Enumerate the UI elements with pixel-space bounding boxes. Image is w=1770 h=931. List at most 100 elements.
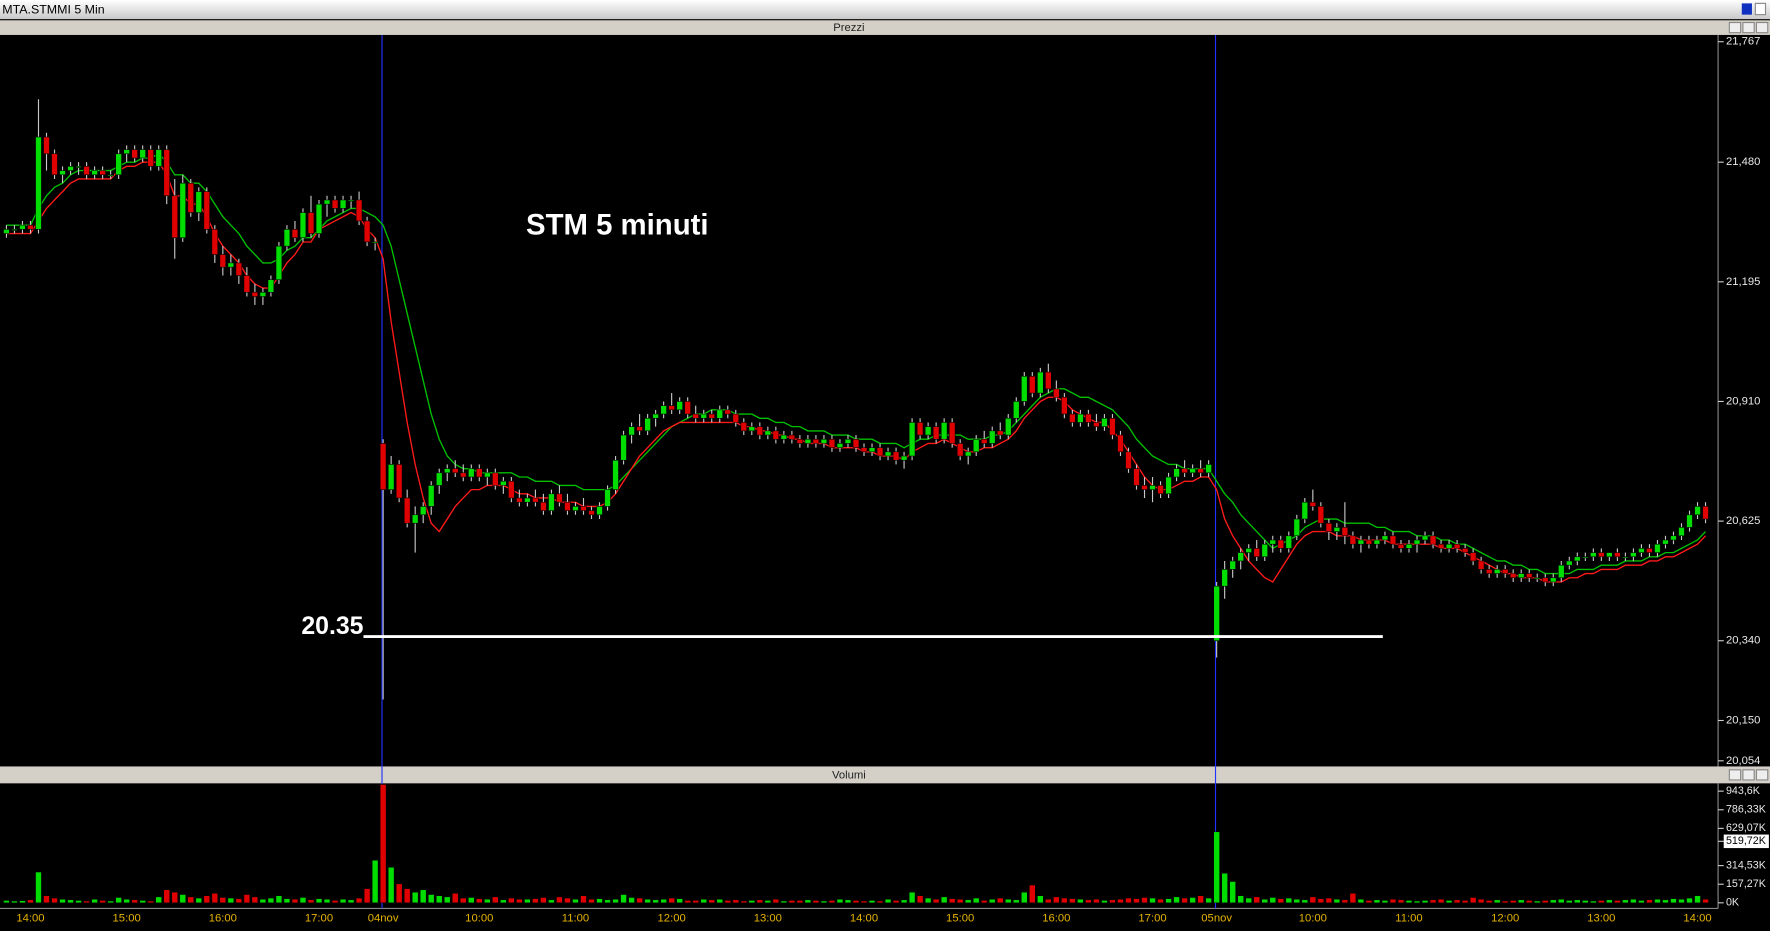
volume-bar (1325, 897, 1333, 904)
candle-body (972, 438, 980, 453)
volume-bar (1293, 899, 1300, 904)
candle-body (676, 401, 683, 411)
volume-bar (1109, 899, 1116, 904)
candle-body (123, 149, 130, 155)
volume-bar (1053, 896, 1060, 904)
volume-bar (1622, 899, 1629, 904)
panel-button[interactable] (1755, 769, 1769, 781)
y-tick-label: 0K (1726, 897, 1740, 909)
volume-bar (916, 895, 924, 904)
volume-bar (1309, 896, 1316, 904)
volume-bar (812, 900, 820, 904)
candle-body (1173, 468, 1180, 478)
volume-bar (179, 894, 186, 904)
volume-bar (363, 888, 371, 904)
x-tick-label: 15:00 (113, 913, 141, 925)
y-tick-label: 21,195 (1726, 276, 1760, 288)
window-button[interactable] (1754, 2, 1767, 16)
candle-body (395, 464, 403, 499)
candle-body (235, 262, 243, 276)
volume-bar (1574, 899, 1581, 904)
volume-bar (1205, 897, 1212, 904)
window-icon[interactable] (1741, 3, 1752, 15)
last-value-label: 519,72K (1726, 835, 1767, 847)
candle-body (1598, 552, 1605, 558)
volume-bar (83, 900, 90, 904)
candle-body (876, 447, 884, 457)
candle-body (884, 451, 892, 457)
volume-bar (1061, 897, 1068, 904)
candle-body (908, 422, 916, 457)
volume-bar (1598, 900, 1605, 904)
candle-body (1221, 569, 1228, 587)
volume-bar (524, 899, 531, 904)
volume-bar (315, 898, 323, 904)
candle-body (1558, 564, 1565, 579)
candle-body (1277, 539, 1284, 549)
x-tick-label: 10:00 (465, 913, 493, 925)
candle-body (371, 241, 379, 244)
volume-bar (379, 784, 387, 904)
candle-body (1517, 573, 1525, 579)
candle-body (1013, 401, 1020, 419)
volume-bar (27, 899, 34, 904)
volume-bar (1165, 898, 1172, 904)
candle-body (1373, 539, 1381, 545)
candle-body (981, 438, 988, 444)
volume-bar (540, 897, 547, 904)
volume-bar (860, 900, 868, 904)
volume-bar (1429, 899, 1437, 904)
candle-body (259, 292, 267, 297)
candle-body (1550, 577, 1557, 583)
x-tick-label: 10:00 (1299, 913, 1327, 925)
volume-bar (1469, 897, 1477, 904)
volume-bar (283, 898, 291, 904)
candle-body (1325, 522, 1333, 532)
candle-body (1237, 552, 1244, 562)
candle-body (604, 489, 611, 507)
candle-body (820, 438, 828, 444)
candle-body (339, 199, 347, 209)
support-label: 20.35 (301, 613, 363, 640)
candle-body (1317, 506, 1325, 524)
volume-bar (588, 899, 595, 904)
volume-bar (1686, 897, 1693, 904)
candle-body (700, 413, 707, 419)
volume-bar (11, 900, 18, 904)
volume-bar (211, 893, 218, 904)
volume-bar (75, 900, 82, 904)
panel-button[interactable] (1728, 769, 1742, 781)
panel-button[interactable] (1742, 769, 1755, 781)
volume-bar (957, 899, 964, 904)
candle-body (1069, 413, 1076, 423)
volume-bar (892, 900, 900, 904)
candle-body (1005, 417, 1012, 436)
candle-body (500, 480, 507, 486)
volume-bar (275, 895, 283, 904)
candle-body (1421, 535, 1429, 541)
volume-bar (1349, 893, 1357, 904)
panel-button[interactable] (1755, 21, 1769, 34)
volume-bar (1405, 900, 1413, 904)
candle-body (1694, 506, 1701, 516)
panel-button[interactable] (1742, 21, 1755, 34)
volume-bar (900, 899, 908, 904)
candle-body (1389, 535, 1397, 545)
volume-bar (259, 899, 267, 904)
candle-body (1686, 514, 1693, 528)
panel-button[interactable] (1728, 21, 1742, 34)
volume-bar (444, 896, 451, 904)
volume-bar (1093, 899, 1100, 904)
volume-bar (788, 900, 796, 904)
volume-bar (780, 900, 788, 904)
volume-bar (1373, 899, 1381, 904)
candle-body (387, 464, 395, 490)
volume-bar (395, 883, 403, 904)
volume-bar (660, 899, 667, 904)
volume-bar (1173, 896, 1180, 904)
candle-body (516, 497, 523, 503)
volume-bar (1133, 898, 1140, 904)
candle-body (1269, 539, 1276, 545)
candle-body (668, 405, 675, 411)
x-tick-label: 14:00 (850, 913, 878, 925)
